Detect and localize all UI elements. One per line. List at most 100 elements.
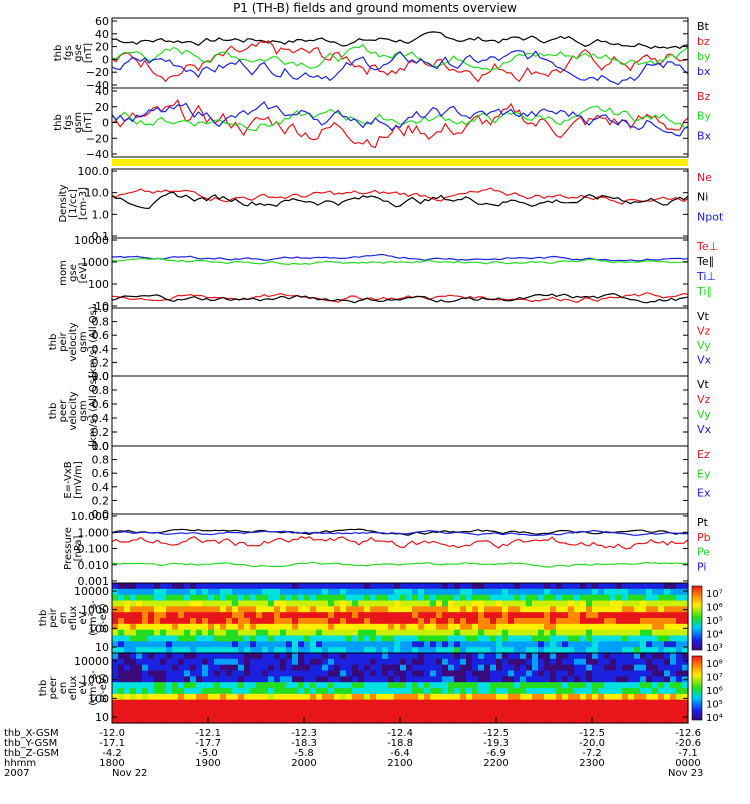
spectrogram-cell xyxy=(244,588,251,596)
spectrogram-cell xyxy=(574,711,581,718)
spectrogram-cell xyxy=(274,612,281,619)
spectrogram-cell xyxy=(214,658,221,666)
spectrogram-cell xyxy=(202,711,209,718)
spectrogram-cell xyxy=(274,629,281,637)
spectrogram-cell xyxy=(148,635,155,642)
spectrogram-cell xyxy=(148,612,155,619)
spectrogram-cell xyxy=(316,658,323,666)
footer-value: -12.6 xyxy=(675,728,701,739)
spectrogram-cell xyxy=(316,600,323,607)
spectrogram-cell xyxy=(544,676,551,683)
spectrogram-cell xyxy=(184,629,191,637)
spectrogram-cell xyxy=(508,583,515,590)
spectrogram-cell xyxy=(304,583,311,590)
spectrogram-cell xyxy=(538,606,545,613)
spectrogram-cell xyxy=(184,711,191,718)
spectrogram-cell xyxy=(334,594,341,602)
spectrogram-cell xyxy=(298,664,305,672)
spectrogram-cell xyxy=(640,682,647,689)
spectrogram-cell xyxy=(430,688,437,695)
spectrogram-cell xyxy=(634,699,641,707)
spectrogram-cell xyxy=(628,670,635,677)
spectrogram-cell xyxy=(556,606,563,613)
spectrogram-cell xyxy=(448,699,455,707)
spectrogram-cell xyxy=(220,688,227,695)
spectrogram-cell xyxy=(424,583,431,590)
spectrogram-cell xyxy=(472,688,479,695)
spectrogram-cell xyxy=(352,600,359,607)
spectrogram-cell xyxy=(520,658,527,666)
spectrogram-cell xyxy=(244,647,251,654)
spectrogram-cell xyxy=(316,623,323,631)
spectrogram-cell xyxy=(244,717,251,724)
spectrogram-cell xyxy=(574,600,581,607)
spectrogram-cell xyxy=(436,641,443,648)
spectrogram-cell xyxy=(418,629,425,637)
spectrogram-cell xyxy=(178,623,185,631)
spectrogram-cell xyxy=(190,606,197,613)
spectrogram-cell xyxy=(274,658,281,666)
spectrogram-cell xyxy=(214,705,221,712)
spectrogram-cell xyxy=(466,606,473,613)
spectrogram-cell xyxy=(394,693,401,701)
y-tick-label: −20 xyxy=(86,66,109,79)
spectrogram-cell xyxy=(634,641,641,648)
spectrogram-cell xyxy=(628,629,635,637)
spectrogram-cell xyxy=(160,670,167,677)
spectrogram-cell xyxy=(196,647,203,654)
y-tick-label: 100 xyxy=(88,622,109,635)
spectrogram-cell xyxy=(196,606,203,613)
spectrogram-cell xyxy=(640,693,647,701)
spectrogram-cell xyxy=(448,623,455,631)
spectrogram-cell xyxy=(154,612,161,619)
y-tick-label: 1.000 xyxy=(78,526,110,539)
spectrogram-cell xyxy=(430,676,437,683)
spectrogram-cell xyxy=(238,612,245,619)
colorbar-label: 10⁴ xyxy=(706,713,723,724)
spectrogram-cell xyxy=(658,641,665,648)
spectrogram-cell xyxy=(406,641,413,648)
spectrogram-cell xyxy=(550,618,557,625)
spectrogram-cell xyxy=(280,629,287,637)
spectrogram-cell xyxy=(598,612,605,619)
spectrogram-cell xyxy=(592,699,599,707)
spectrogram-cell xyxy=(208,588,215,596)
spectrogram-cell xyxy=(514,717,521,724)
spectrogram-cell xyxy=(496,653,503,660)
spectrogram-cell xyxy=(220,711,227,718)
spectrogram-cell xyxy=(604,606,611,613)
spectrogram-cell xyxy=(448,670,455,677)
spectrogram-cell xyxy=(682,653,689,660)
spectrogram-cell xyxy=(298,647,305,654)
spectrogram-cell xyxy=(478,699,485,707)
spectrogram-cell xyxy=(202,629,209,637)
spectrogram-cell xyxy=(166,688,173,695)
spectrogram-cell xyxy=(382,618,389,625)
spectrogram-cell xyxy=(610,682,617,689)
spectrogram-cell xyxy=(316,699,323,707)
y-tick-label: 1.0 xyxy=(92,302,110,315)
spectrogram-cell xyxy=(346,653,353,660)
spectrogram-cell xyxy=(418,711,425,718)
spectrogram-cell xyxy=(394,629,401,637)
spectrogram-cell xyxy=(262,688,269,695)
spectrogram-cell xyxy=(544,588,551,596)
spectrogram-cell xyxy=(454,594,461,602)
spectrogram-cell xyxy=(640,705,647,712)
spectrogram-cell xyxy=(454,635,461,642)
spectrogram-cell xyxy=(502,653,509,660)
spectrogram-cell xyxy=(238,653,245,660)
legend-bz: bz xyxy=(697,35,710,48)
spectrogram-cell xyxy=(640,600,647,607)
spectrogram-cell xyxy=(502,676,509,683)
spectrogram-cell xyxy=(502,670,509,677)
spectrogram-cell xyxy=(250,688,257,695)
spectrogram-cell xyxy=(556,653,563,660)
spectrogram-cell xyxy=(574,717,581,724)
spectrogram-cell xyxy=(574,647,581,654)
spectrogram-cell xyxy=(172,688,179,695)
spectrogram-cell xyxy=(562,641,569,648)
spectrogram-cell xyxy=(286,606,293,613)
spectrogram-cell xyxy=(652,635,659,642)
spectrogram-cell xyxy=(142,664,149,672)
